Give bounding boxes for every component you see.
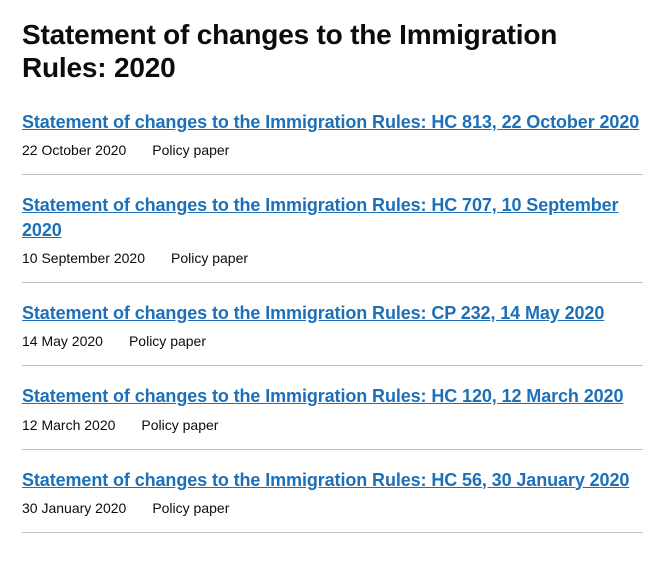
document-title-wrap: Statement of changes to the Immigration … [22,110,643,134]
document-date: 10 September 2020 [22,250,145,266]
document-meta: 14 May 2020 Policy paper [22,333,643,349]
document-link[interactable]: Statement of changes to the Immigration … [22,386,623,406]
document-link[interactable]: Statement of changes to the Immigration … [22,195,618,239]
document-title-wrap: Statement of changes to the Immigration … [22,384,643,408]
document-title-wrap: Statement of changes to the Immigration … [22,301,643,325]
document-title-wrap: Statement of changes to the Immigration … [22,468,643,492]
document-meta: 22 October 2020 Policy paper [22,142,643,158]
document-date: 30 January 2020 [22,500,126,516]
list-item: Statement of changes to the Immigration … [22,106,643,175]
document-meta: 12 March 2020 Policy paper [22,417,643,433]
document-title-wrap: Statement of changes to the Immigration … [22,193,643,242]
list-item: Statement of changes to the Immigration … [22,450,643,533]
document-meta: 30 January 2020 Policy paper [22,500,643,516]
document-link[interactable]: Statement of changes to the Immigration … [22,303,604,323]
document-type: Policy paper [152,142,229,158]
document-list: Statement of changes to the Immigration … [22,106,643,533]
document-date: 14 May 2020 [22,333,103,349]
document-type: Policy paper [171,250,248,266]
page-title: Statement of changes to the Immigration … [22,18,643,84]
document-type: Policy paper [152,500,229,516]
document-type: Policy paper [129,333,206,349]
list-item: Statement of changes to the Immigration … [22,283,643,366]
document-date: 22 October 2020 [22,142,126,158]
list-item: Statement of changes to the Immigration … [22,366,643,449]
document-meta: 10 September 2020 Policy paper [22,250,643,266]
document-type: Policy paper [141,417,218,433]
document-date: 12 March 2020 [22,417,115,433]
list-item: Statement of changes to the Immigration … [22,175,643,283]
document-link[interactable]: Statement of changes to the Immigration … [22,470,629,490]
document-link[interactable]: Statement of changes to the Immigration … [22,112,639,132]
